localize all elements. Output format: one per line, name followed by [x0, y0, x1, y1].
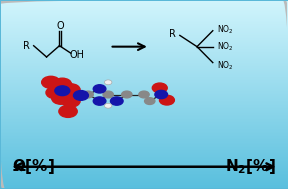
Circle shape — [139, 91, 149, 98]
Text: OH: OH — [69, 50, 84, 60]
Circle shape — [105, 103, 112, 108]
Circle shape — [105, 80, 112, 85]
Text: $\mathbf{\Omega}$[%]: $\mathbf{\Omega}$[%] — [12, 157, 55, 176]
Text: R: R — [23, 41, 30, 51]
Circle shape — [46, 87, 64, 99]
Circle shape — [59, 105, 77, 117]
Text: NO$_2$: NO$_2$ — [217, 23, 234, 36]
Circle shape — [145, 98, 155, 105]
Circle shape — [83, 91, 93, 98]
Circle shape — [42, 76, 60, 88]
Circle shape — [53, 78, 71, 90]
Text: NO$_2$: NO$_2$ — [217, 59, 234, 72]
Circle shape — [103, 91, 113, 98]
Circle shape — [52, 92, 70, 104]
Text: O: O — [56, 21, 64, 31]
Circle shape — [62, 95, 80, 107]
Circle shape — [93, 97, 106, 105]
Circle shape — [122, 91, 132, 98]
Circle shape — [55, 86, 70, 96]
Circle shape — [160, 95, 174, 105]
Text: $\mathbf{N_2}$[%]: $\mathbf{N_2}$[%] — [225, 157, 276, 176]
Circle shape — [73, 91, 88, 100]
Circle shape — [152, 83, 167, 93]
Text: R: R — [169, 29, 176, 40]
Circle shape — [62, 84, 80, 96]
Circle shape — [93, 85, 106, 93]
Text: NO$_2$: NO$_2$ — [217, 40, 234, 53]
Circle shape — [155, 90, 168, 99]
Circle shape — [111, 97, 123, 105]
